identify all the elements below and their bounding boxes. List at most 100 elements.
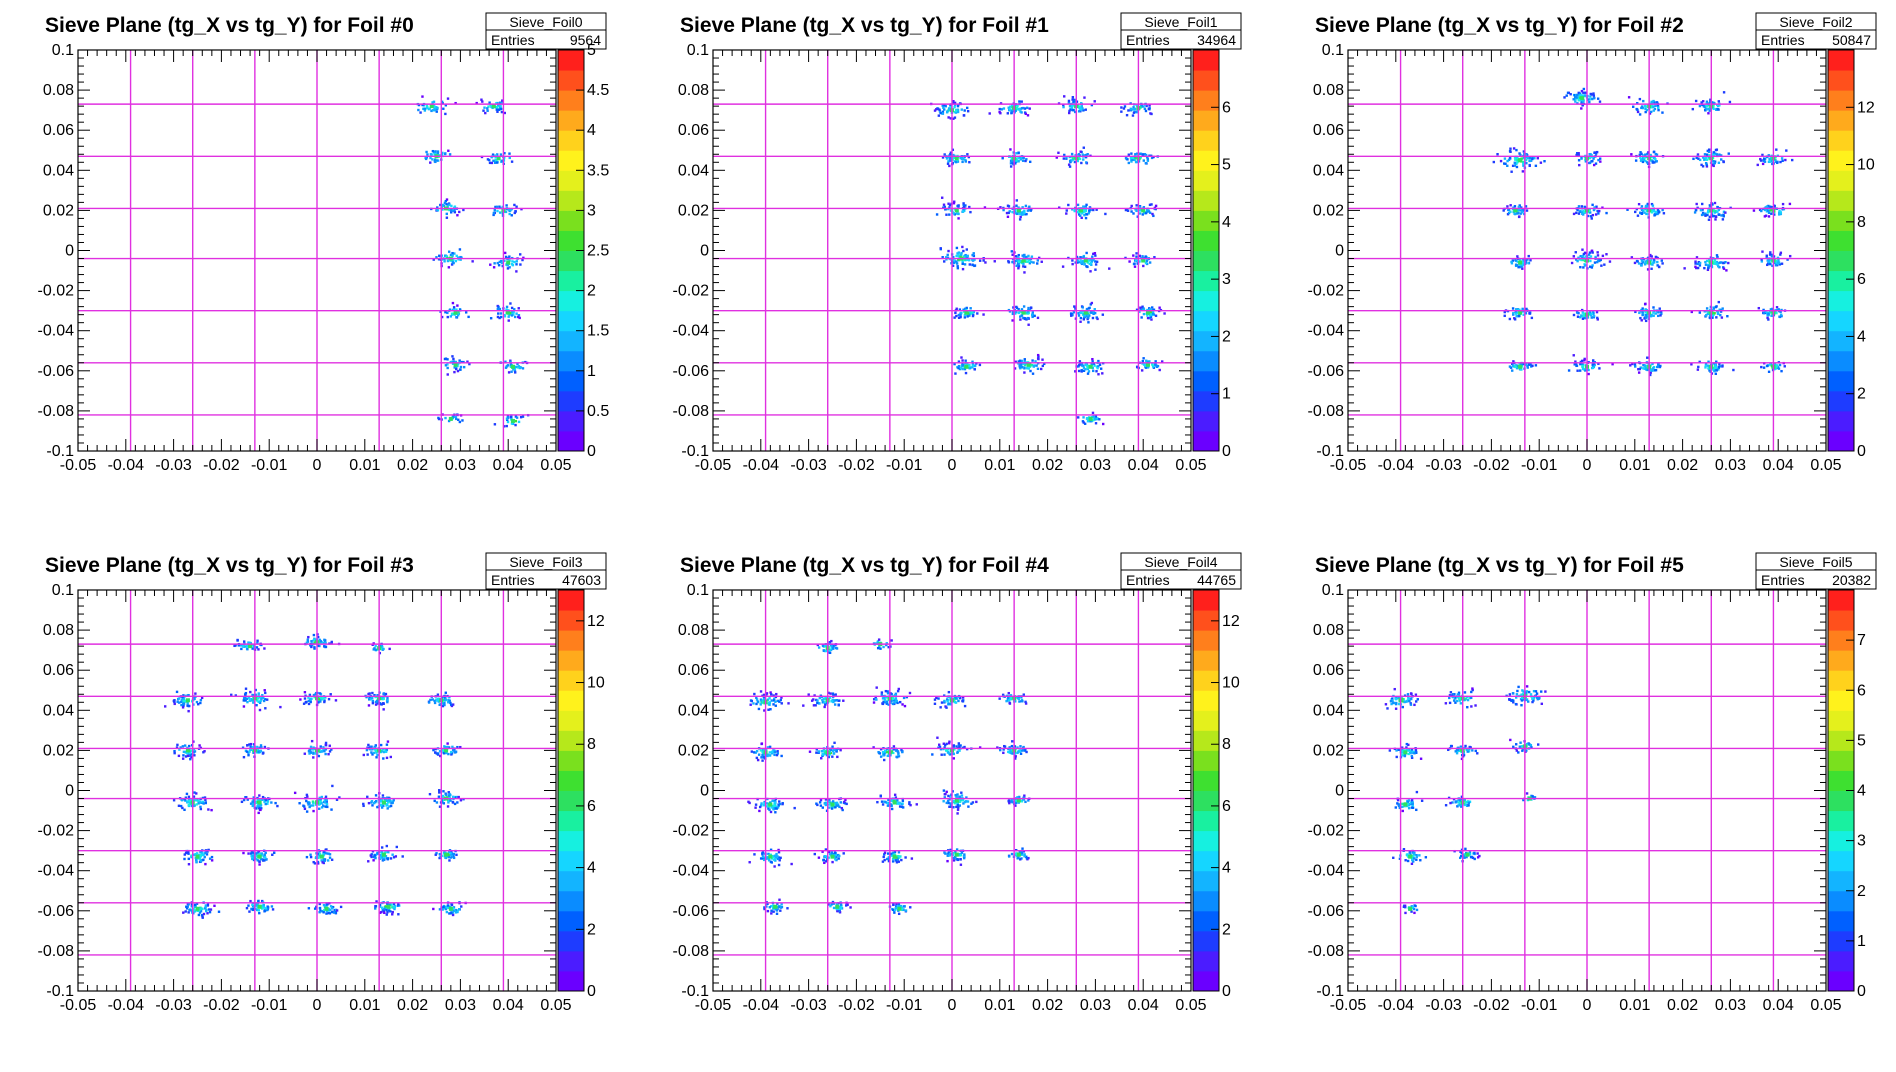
data-point bbox=[193, 791, 196, 794]
z-tick-label: 3 bbox=[1222, 271, 1231, 288]
z-tick-label: 8 bbox=[1857, 214, 1866, 231]
data-point bbox=[466, 360, 469, 363]
data-point bbox=[1707, 209, 1710, 212]
data-point bbox=[435, 110, 438, 113]
y-tick-label: -0.1 bbox=[1316, 443, 1344, 460]
data-point bbox=[249, 802, 253, 805]
data-point bbox=[1528, 164, 1531, 168]
data-point bbox=[312, 633, 316, 637]
data-point bbox=[1589, 92, 1592, 96]
data-point bbox=[447, 419, 451, 423]
data-point bbox=[498, 211, 502, 214]
data-point bbox=[1767, 204, 1770, 208]
data-point bbox=[944, 105, 947, 108]
data-point bbox=[443, 201, 447, 205]
data-point bbox=[1770, 212, 1773, 215]
data-point bbox=[447, 250, 451, 253]
cluster-3 bbox=[480, 152, 514, 165]
data-point bbox=[1123, 105, 1127, 108]
data-point bbox=[203, 750, 206, 753]
data-point bbox=[386, 700, 389, 704]
data-point bbox=[1708, 204, 1712, 207]
data-point bbox=[324, 741, 328, 745]
data-point bbox=[1138, 310, 1141, 314]
data-point bbox=[1766, 314, 1769, 317]
chart-title: Sieve Plane (tg_X vs tg_Y) for Foil #0 bbox=[45, 14, 414, 37]
data-point bbox=[1511, 364, 1515, 367]
data-point bbox=[382, 708, 385, 711]
data-point bbox=[1017, 253, 1020, 257]
data-point bbox=[1034, 360, 1037, 363]
data-point bbox=[1092, 415, 1095, 418]
data-point bbox=[949, 152, 952, 156]
palette-cell bbox=[558, 110, 584, 131]
data-point bbox=[1652, 105, 1655, 109]
data-point bbox=[1712, 214, 1715, 218]
data-point bbox=[1639, 264, 1643, 267]
data-point bbox=[456, 314, 460, 317]
data-point bbox=[449, 253, 453, 256]
x-tick-label: -0.04 bbox=[108, 457, 145, 474]
data-point bbox=[310, 739, 314, 743]
data-point bbox=[307, 802, 311, 805]
data-point bbox=[1017, 311, 1021, 315]
data-point bbox=[1079, 214, 1082, 217]
data-point bbox=[1575, 211, 1578, 215]
data-point bbox=[521, 367, 525, 370]
data-point bbox=[450, 204, 453, 208]
data-point bbox=[1713, 211, 1716, 214]
data-point bbox=[1154, 314, 1158, 317]
data-point bbox=[1024, 256, 1028, 259]
cluster-core bbox=[954, 208, 959, 213]
data-point bbox=[1658, 307, 1661, 310]
data-point bbox=[1018, 365, 1022, 369]
data-point bbox=[187, 795, 191, 799]
data-point bbox=[1644, 311, 1648, 314]
data-point bbox=[249, 746, 253, 749]
data-point bbox=[1646, 205, 1649, 208]
data-point bbox=[1084, 368, 1087, 371]
data-point bbox=[1784, 158, 1787, 162]
palette-cell bbox=[1193, 370, 1219, 392]
data-point bbox=[1018, 218, 1022, 221]
data-point bbox=[175, 690, 179, 694]
data-point bbox=[952, 212, 956, 215]
data-point bbox=[502, 425, 506, 428]
data-point bbox=[243, 696, 247, 700]
data-point bbox=[1513, 212, 1516, 216]
data-point bbox=[1717, 365, 1720, 369]
data-point bbox=[1522, 150, 1526, 153]
data-point bbox=[417, 103, 421, 107]
data-point bbox=[1661, 262, 1664, 265]
data-point bbox=[497, 305, 500, 309]
data-point bbox=[1524, 312, 1528, 315]
data-point bbox=[1078, 360, 1082, 363]
data-point bbox=[448, 153, 452, 156]
data-point bbox=[1085, 161, 1088, 164]
data-point bbox=[973, 264, 977, 267]
data-point bbox=[1576, 315, 1580, 318]
data-point bbox=[1145, 104, 1148, 108]
data-point bbox=[254, 746, 258, 749]
data-point bbox=[1130, 204, 1133, 208]
palette-cell bbox=[1193, 150, 1219, 171]
data-point bbox=[254, 693, 257, 696]
data-point bbox=[1150, 306, 1154, 309]
data-point bbox=[952, 202, 956, 205]
data-point bbox=[1775, 261, 1778, 264]
data-point bbox=[1775, 311, 1778, 315]
data-point bbox=[1142, 308, 1146, 312]
data-point bbox=[1068, 165, 1072, 168]
data-point bbox=[1090, 103, 1094, 107]
data-point bbox=[513, 308, 516, 311]
data-point bbox=[1644, 153, 1647, 156]
data-point bbox=[462, 365, 466, 369]
cluster-11 bbox=[1124, 203, 1158, 218]
data-point bbox=[1769, 363, 1772, 366]
data-point bbox=[496, 104, 500, 107]
data-point bbox=[1095, 316, 1098, 319]
data-point bbox=[496, 261, 499, 265]
data-point bbox=[1578, 163, 1581, 167]
data-point bbox=[1085, 203, 1088, 207]
data-point bbox=[1513, 164, 1517, 167]
